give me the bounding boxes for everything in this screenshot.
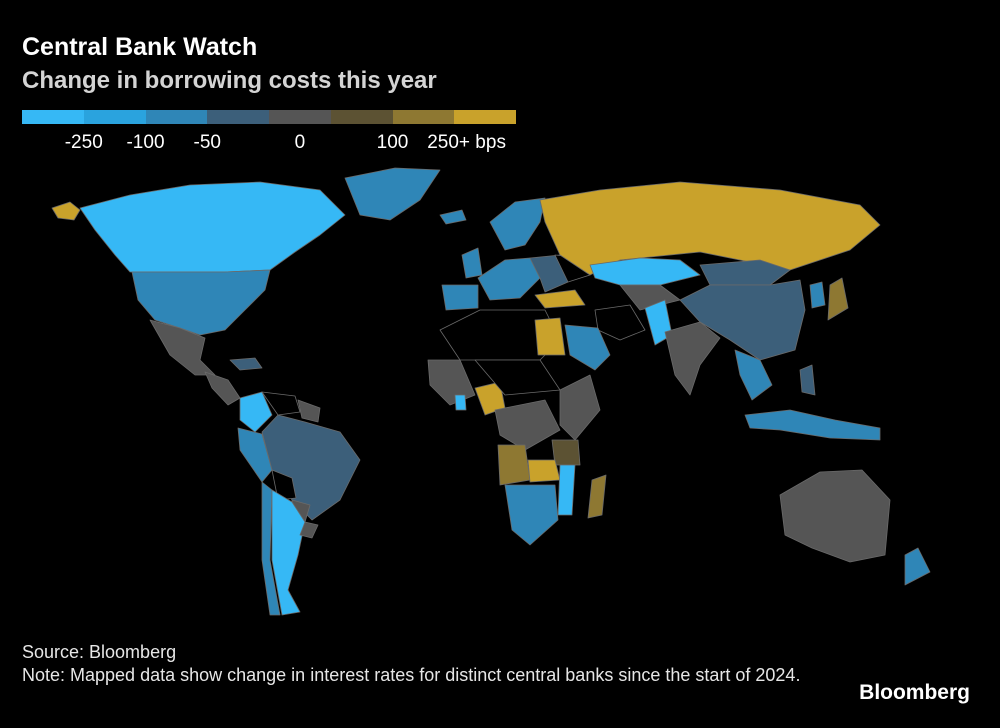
region-venezuela (261, 391, 301, 416)
region-ghana (454, 394, 467, 411)
legend-swatch (454, 110, 516, 124)
region-mexico (149, 319, 216, 376)
legend-swatch (330, 110, 393, 124)
region-china (679, 279, 806, 361)
chart-title: Central Bank Watch (22, 33, 258, 61)
region-philippines (799, 364, 816, 396)
region-iran (594, 304, 646, 341)
region-bolivia (271, 469, 297, 501)
region-uk (461, 247, 483, 279)
region-argentina (271, 489, 306, 616)
region-central-america (204, 371, 241, 406)
region-mongolia (699, 259, 791, 286)
region-west-africa (427, 359, 476, 406)
region-greenland (344, 167, 441, 221)
region-new-zealand (904, 547, 931, 586)
legend-label: 0 (294, 132, 306, 153)
region-scandinavia (489, 197, 546, 251)
legend-swatch (145, 110, 208, 124)
region-australia (779, 469, 891, 563)
region-angola (497, 444, 531, 486)
region-india (664, 321, 721, 396)
region-uruguay (299, 521, 319, 539)
region-western-europe (477, 257, 541, 301)
region-east-africa (559, 374, 601, 441)
region-turkey (534, 289, 586, 309)
legend-label: -100 (126, 132, 165, 153)
region-saudi-arabia (564, 324, 611, 371)
region-usa (131, 269, 271, 336)
region-russia (539, 181, 881, 276)
region-mozambique (557, 464, 576, 516)
region-alaska (51, 201, 81, 221)
region-kazakhstan (589, 257, 701, 286)
region-iceland (439, 209, 467, 225)
region-korea (809, 281, 826, 309)
color-legend-bar (22, 110, 516, 124)
region-central-africa (494, 399, 561, 451)
source-note: Source: Bloomberg (22, 642, 177, 662)
region-caribbean (229, 357, 263, 371)
region-zambia (527, 459, 561, 483)
region-tanzania (551, 439, 581, 466)
legend-label: -250 (64, 132, 103, 153)
region-southeast-asia (734, 349, 773, 401)
legend-label: -50 (193, 132, 221, 153)
legend-swatch (207, 110, 269, 124)
bloomberg-logo: Bloomberg (859, 681, 970, 704)
region-guianas (297, 399, 321, 423)
legend-swatch (269, 110, 331, 124)
region-colombia (239, 391, 273, 433)
region-peru (237, 427, 273, 483)
region-canada (79, 181, 346, 273)
region-madagascar (587, 474, 607, 519)
legend-swatch (83, 110, 146, 124)
region-japan (827, 277, 849, 321)
chart-subtitle: Change in borrowing costs this year (22, 67, 437, 94)
region-southern-africa (504, 484, 559, 546)
world-map (51, 167, 931, 616)
region-iberia (441, 284, 479, 311)
legend-label: 100 (376, 132, 409, 153)
region-egypt (534, 317, 566, 356)
legend-swatch (22, 110, 84, 124)
region-indonesia (744, 409, 881, 441)
legend-labels: -250 -100 -50 0 100 250+ bps (22, 132, 542, 156)
methodology-note: Note: Mapped data show change in interes… (22, 665, 801, 685)
legend-swatch (392, 110, 455, 124)
legend-label: 250+ bps (427, 132, 506, 153)
